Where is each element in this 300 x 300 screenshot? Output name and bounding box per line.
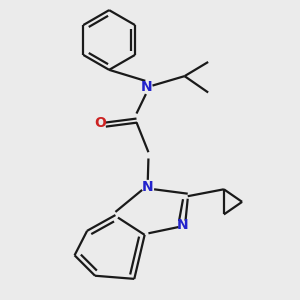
Text: N: N xyxy=(177,218,188,233)
Text: N: N xyxy=(142,180,154,194)
Text: O: O xyxy=(94,116,106,130)
Text: N: N xyxy=(141,80,153,94)
